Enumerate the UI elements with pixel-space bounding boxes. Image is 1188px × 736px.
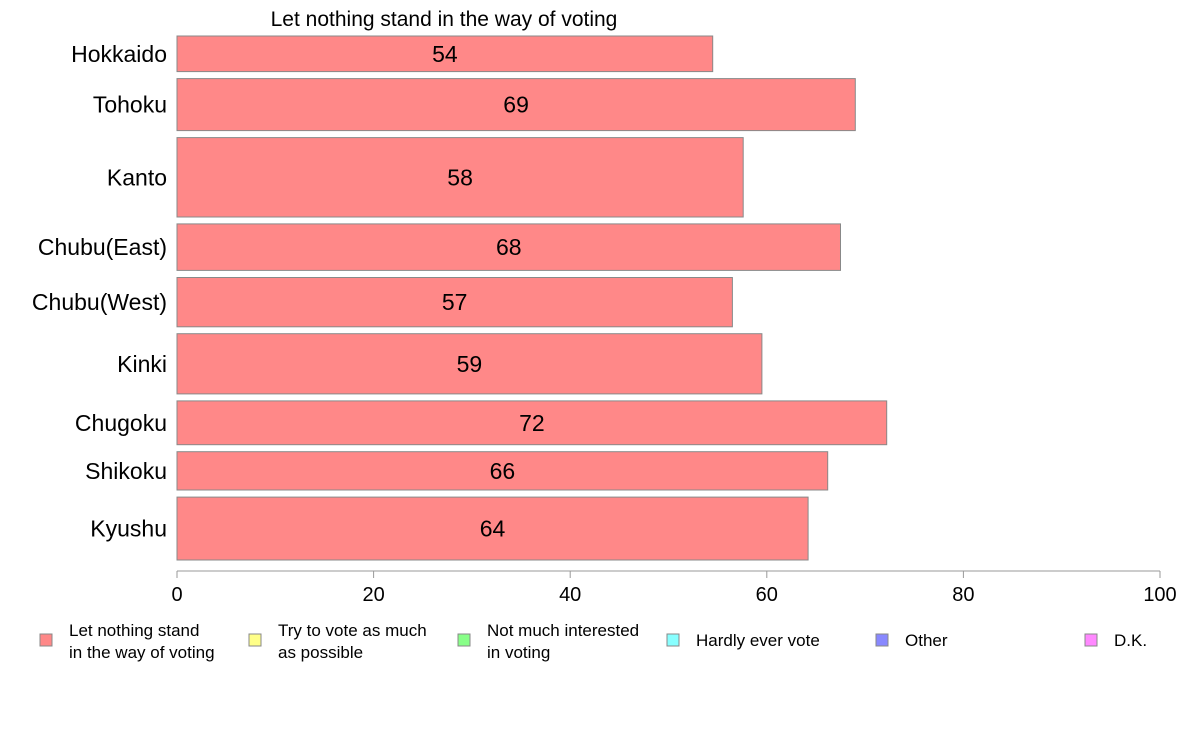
category-label: Chubu(East) [38, 234, 167, 260]
category-label: Chugoku [75, 410, 167, 436]
legend-swatch [39, 633, 53, 647]
bar-value-label: 64 [480, 516, 506, 542]
bar-value-label: 58 [447, 164, 473, 190]
x-tick-label: 0 [171, 584, 182, 606]
bar-shikoku [176, 451, 829, 491]
legend-swatch [875, 633, 889, 647]
x-tick-label: 20 [362, 584, 384, 606]
category-label: Kinki [117, 351, 167, 377]
category-label: Kanto [107, 164, 167, 190]
legend-entry: Try to vote as much as possible [248, 621, 427, 662]
legend-label: in the way of voting [69, 643, 215, 662]
category-label: Chubu(West) [32, 289, 167, 315]
bar-value-label: 69 [503, 92, 529, 118]
bar-value-label: 72 [519, 410, 545, 436]
legend-swatch [248, 633, 262, 647]
category-label: Hokkaido [71, 41, 167, 67]
bars: 54 Hokkaido 69 Tohoku 58 Kanto 68 Chubu(East) 57… [32, 35, 888, 561]
bar-hokkaido [176, 35, 714, 73]
bar-value-label: 59 [457, 351, 483, 377]
legend-label: Not much interested [487, 621, 639, 640]
legend-label: Try to vote as much [278, 621, 427, 640]
legend-entry: Not much interested in voting [457, 621, 639, 662]
legend-entry: Hardly ever vote [666, 631, 820, 650]
bar-tohoku [176, 78, 856, 132]
bar-value-label: 68 [496, 234, 522, 260]
legend-entry: Other [875, 631, 948, 650]
bar-kyushu [176, 496, 809, 561]
x-axis: 0 20 40 60 80 100 [171, 570, 1177, 606]
legend-label: Hardly ever vote [696, 631, 820, 650]
x-tick-label: 60 [756, 584, 778, 606]
chart-title: Let nothing stand in the way of voting [271, 8, 618, 31]
bar-value-label: 54 [432, 41, 458, 67]
bar-value-label: 66 [490, 458, 516, 484]
legend: Let nothing stand in the way of voting Try… [39, 621, 1147, 662]
legend-label: in voting [487, 643, 550, 662]
legend-label: Let nothing stand [69, 621, 199, 640]
legend-label: Other [905, 631, 948, 650]
legend-entry: D.K. [1084, 631, 1147, 650]
bar-kinki [176, 333, 763, 395]
category-label: Kyushu [90, 516, 167, 542]
legend-swatch [1084, 633, 1098, 647]
category-label: Tohoku [93, 92, 167, 118]
legend-swatch [457, 633, 471, 647]
bar-value-label: 57 [442, 289, 468, 315]
bar-kanto [176, 137, 744, 218]
legend-label: as possible [278, 643, 363, 662]
category-label: Shikoku [85, 458, 167, 484]
legend-label: D.K. [1114, 631, 1147, 650]
x-tick-label: 40 [559, 584, 581, 606]
legend-entry: Let nothing stand in the way of voting [39, 621, 215, 662]
bar-chugoku [176, 400, 888, 446]
bar-chubu-east [176, 223, 841, 271]
legend-swatch [666, 633, 680, 647]
x-tick-label: 100 [1143, 584, 1176, 606]
bar-chubu-west [176, 277, 733, 328]
x-tick-label: 80 [952, 584, 974, 606]
